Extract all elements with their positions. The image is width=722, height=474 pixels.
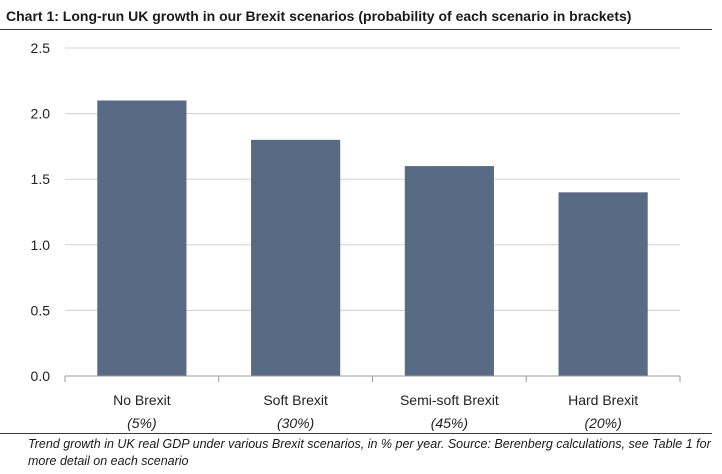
x-category-sublabel: (5%) [127, 415, 157, 431]
x-category-label: Hard Brexit [568, 392, 638, 408]
y-tick-label: 2.0 [31, 106, 51, 122]
y-tick-label: 1.0 [31, 237, 51, 253]
x-category-label: Semi-soft Brexit [400, 392, 499, 408]
bar [251, 139, 341, 376]
y-tick-label: 0.5 [31, 302, 51, 318]
title-divider [0, 29, 712, 30]
y-tick-label: 1.5 [31, 171, 51, 187]
bar [404, 166, 494, 376]
x-category-sublabel: (30%) [277, 415, 314, 431]
bar [97, 100, 187, 376]
caption-divider [0, 433, 712, 434]
chart-title: Chart 1: Long-run UK growth in our Brexi… [6, 8, 632, 24]
x-category-label: Soft Brexit [263, 392, 328, 408]
x-category-sublabel: (20%) [584, 415, 621, 431]
chart-caption: Trend growth in UK real GDP under variou… [28, 437, 711, 468]
bar [558, 192, 648, 376]
y-axis-ticks: 0.0 0.5 1.0 1.5 2.0 2.5 [31, 40, 51, 384]
x-axis-labels: No Brexit (5%) Soft Brexit (30%) Semi-soft B… [113, 392, 638, 431]
x-category-sublabel: (45%) [431, 415, 468, 431]
y-tick-label: 0.0 [31, 368, 51, 384]
x-category-label: No Brexit [113, 392, 171, 408]
bars [97, 100, 648, 376]
x-axis [64, 375, 681, 382]
y-tick-label: 2.5 [31, 40, 51, 56]
